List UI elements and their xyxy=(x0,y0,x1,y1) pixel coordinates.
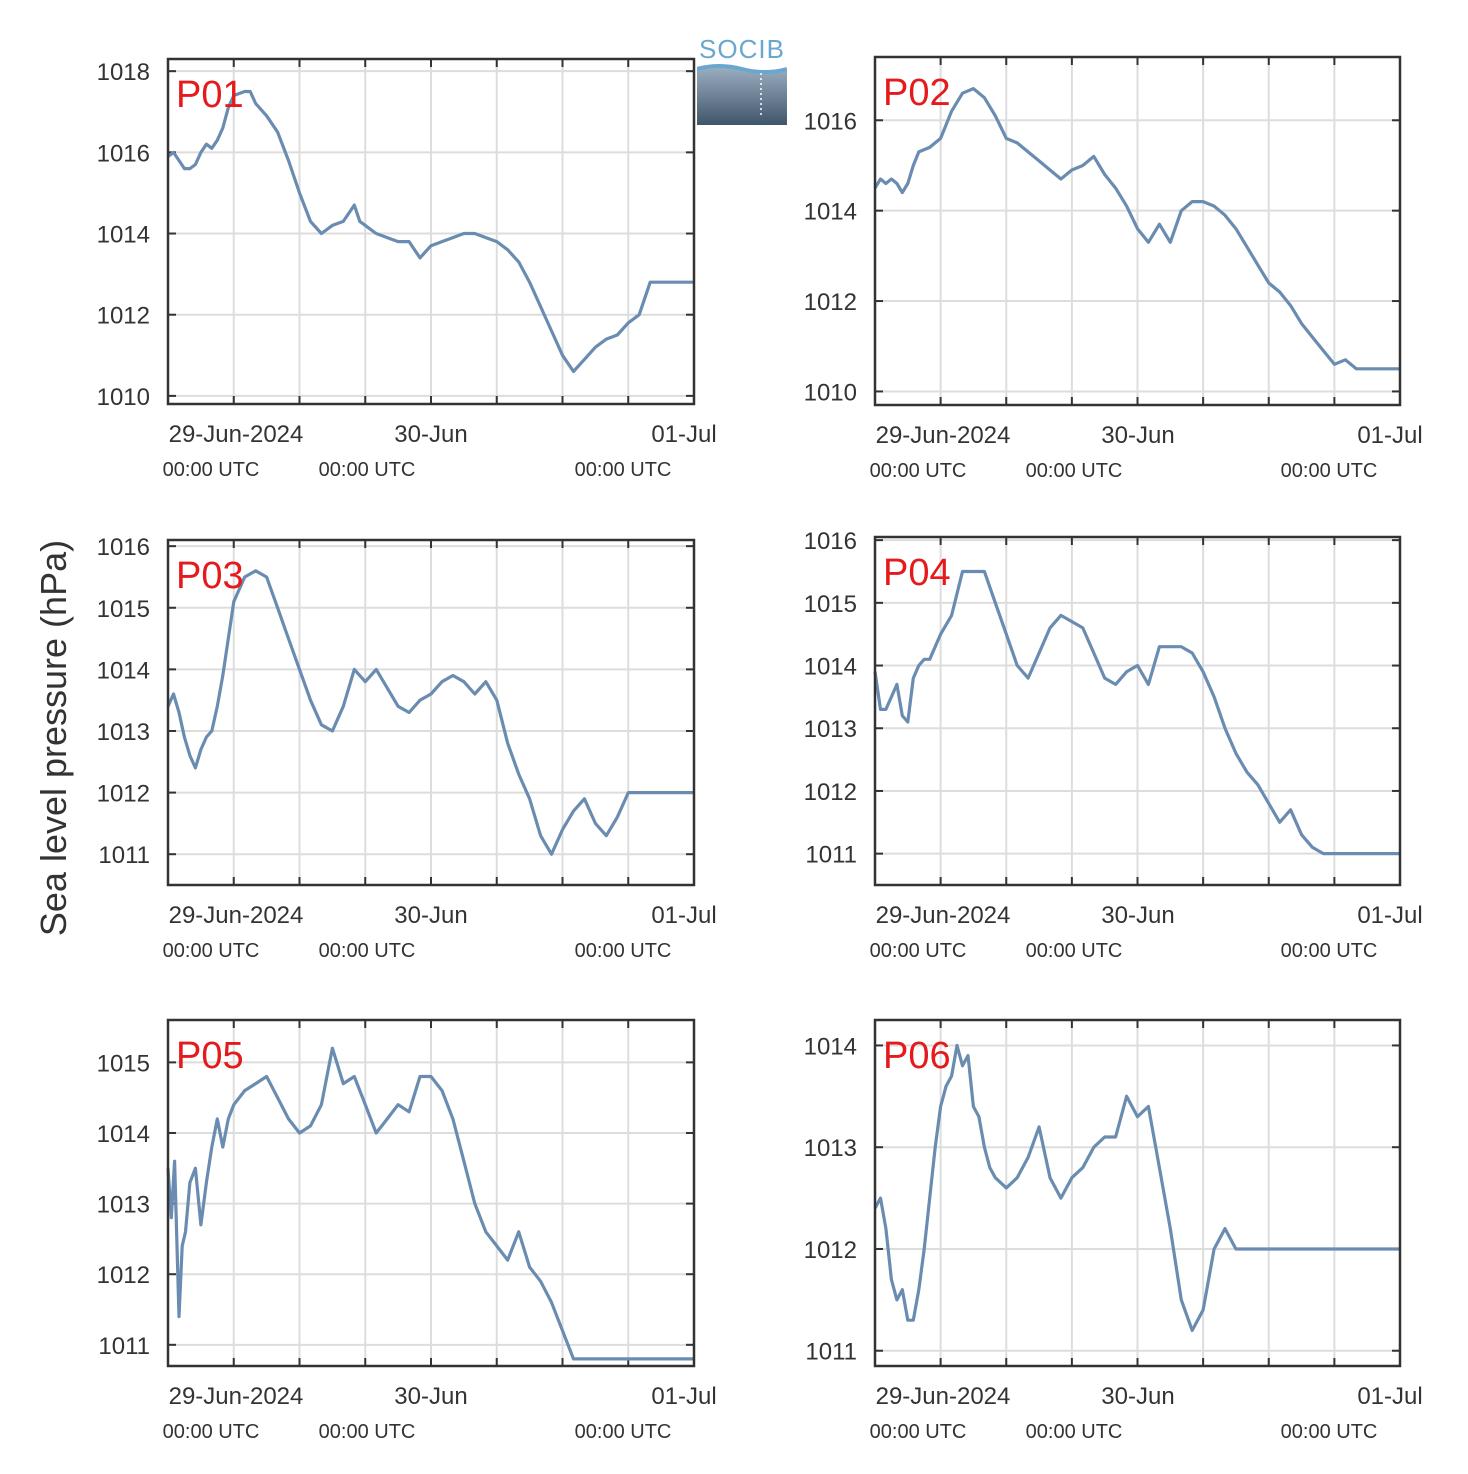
y-tick-label: 1014 xyxy=(804,199,857,226)
logo-wave-icon xyxy=(696,64,788,125)
x-tick-label: 01-Jul xyxy=(1357,1383,1422,1410)
x-tick-label: 29-Jun-2024 xyxy=(169,1383,304,1410)
y-tick-label: 1014 xyxy=(97,1121,150,1148)
logo-text: SOCIB xyxy=(699,34,785,64)
y-tick-label: 1013 xyxy=(97,719,150,746)
pressure-series-line xyxy=(873,569,1400,856)
x-tick-label: 01-Jul xyxy=(1357,902,1422,929)
axes-frame xyxy=(166,57,696,406)
panel-p03: 1011 1012 1013 1014 1015 1016 P03 29-Jun-2024 00… xyxy=(97,534,717,962)
x-tick-label: 29-Jun-2024 xyxy=(169,902,304,929)
axes-frame xyxy=(166,1018,696,1368)
pressure-series-line xyxy=(167,89,694,374)
y-tick-label: 1012 xyxy=(804,1237,857,1264)
x-tick-label: 30-Jun xyxy=(394,902,467,929)
y-tick-label: 1011 xyxy=(805,842,857,869)
panel-label: P04 xyxy=(883,552,951,594)
y-tick-label: 1012 xyxy=(97,781,150,808)
y-tick-label: 1016 xyxy=(804,528,857,555)
y-tick-label: 1014 xyxy=(804,654,857,681)
x-tick-label: 29-Jun-2024 xyxy=(876,902,1011,929)
y-tick-label: 1012 xyxy=(97,1262,150,1289)
y-tick-label: 1016 xyxy=(804,108,857,135)
pressure-series-line xyxy=(873,1043,1400,1332)
y-tick-label: 1013 xyxy=(804,716,857,743)
y-tick-label: 1011 xyxy=(98,842,150,869)
panel-label: P02 xyxy=(883,72,951,114)
x-tick-sublabel: 00:00 UTC xyxy=(870,460,967,482)
socib-logo: SOCIB xyxy=(696,34,788,130)
x-tick-label: 30-Jun xyxy=(1101,422,1174,449)
x-tick-label: 01-Jul xyxy=(1357,422,1422,449)
x-tick-label: 30-Jun xyxy=(394,1383,467,1410)
x-tick-sublabel: 00:00 UTC xyxy=(1281,460,1378,482)
x-tick-label: 29-Jun-2024 xyxy=(876,422,1011,449)
x-tick-label: 30-Jun xyxy=(1101,902,1174,929)
pressure-series-line xyxy=(166,569,694,856)
x-tick-sublabel: 00:00 UTC xyxy=(1281,1421,1378,1443)
x-tick-label: 29-Jun-2024 xyxy=(876,1383,1011,1410)
x-tick-sublabel: 00:00 UTC xyxy=(575,940,672,962)
x-tick-label: 01-Jul xyxy=(651,421,716,448)
y-tick-label: 1015 xyxy=(97,1050,150,1077)
y-tick-label: 1016 xyxy=(97,140,150,167)
y-tick-label: 1011 xyxy=(98,1333,150,1360)
panel-label: P03 xyxy=(176,555,244,597)
x-tick-sublabel: 00:00 UTC xyxy=(1281,940,1378,962)
x-tick-sublabel: 00:00 UTC xyxy=(870,1421,967,1443)
y-tick-label: 1013 xyxy=(97,1192,150,1219)
x-tick-sublabel: 00:00 UTC xyxy=(319,1421,416,1443)
x-tick-sublabel: 00:00 UTC xyxy=(575,459,672,481)
x-tick-label: 30-Jun xyxy=(394,421,467,448)
y-tick-label: 1012 xyxy=(804,289,857,316)
y-tick-label: 1012 xyxy=(804,779,857,806)
panel-label: P06 xyxy=(883,1035,951,1077)
y-tick-label: 1011 xyxy=(805,1339,857,1366)
x-tick-sublabel: 00:00 UTC xyxy=(163,1421,260,1443)
x-tick-label: 01-Jul xyxy=(651,902,716,929)
panel-p02: 1010 1012 1014 1016 P02 29-Jun-2024 00:00 UTC 3… xyxy=(804,55,1423,482)
panel-p01: 1010 1012 1014 1016 1018 P01 29-Jun-2024 00:00 … xyxy=(97,57,717,481)
y-tick-label: 1016 xyxy=(97,534,150,561)
axes-frame xyxy=(873,535,1402,887)
x-tick-sublabel: 00:00 UTC xyxy=(163,459,260,481)
x-tick-label: 29-Jun-2024 xyxy=(169,421,304,448)
x-tick-sublabel: 00:00 UTC xyxy=(1026,940,1123,962)
y-tick-label: 1015 xyxy=(97,596,150,623)
pressure-series-line xyxy=(873,87,1400,371)
axes-frame xyxy=(873,55,1402,407)
y-tick-label: 1010 xyxy=(804,379,857,406)
y-tick-label: 1013 xyxy=(804,1135,857,1162)
y-tick-label: 1014 xyxy=(97,657,150,684)
panel-p05: 1011 1012 1013 1014 1015 P05 29-Jun-2024 00:00 … xyxy=(97,1018,717,1443)
x-tick-sublabel: 00:00 UTC xyxy=(319,459,416,481)
axes-frame xyxy=(873,1018,1402,1368)
x-tick-sublabel: 00:00 UTC xyxy=(163,940,260,962)
x-tick-sublabel: 00:00 UTC xyxy=(1026,1421,1123,1443)
panel-p06: 1011 1012 1013 1014 P06 29-Jun-2024 00:00 UTC 3… xyxy=(804,1018,1423,1443)
y-tick-label: 1015 xyxy=(804,591,857,618)
x-tick-sublabel: 00:00 UTC xyxy=(319,940,416,962)
y-tick-label: 1010 xyxy=(97,384,150,411)
y-tick-label: 1014 xyxy=(804,1033,857,1060)
pressure-series-line xyxy=(166,1046,694,1361)
y-axis-label: Sea level pressure (hPa) xyxy=(33,539,74,937)
axes-frame xyxy=(166,538,696,887)
y-tick-label: 1014 xyxy=(97,222,150,249)
x-tick-sublabel: 00:00 UTC xyxy=(1026,460,1123,482)
y-tick-label: 1018 xyxy=(97,59,150,86)
panel-p04: 1011 1012 1013 1014 1015 1016 P04 29-Jun-2024 00… xyxy=(804,528,1423,962)
panel-label: P05 xyxy=(176,1035,244,1077)
x-tick-sublabel: 00:00 UTC xyxy=(575,1421,672,1443)
x-tick-sublabel: 00:00 UTC xyxy=(870,940,967,962)
x-tick-label: 01-Jul xyxy=(651,1383,716,1410)
x-tick-label: 30-Jun xyxy=(1101,1383,1174,1410)
y-tick-label: 1012 xyxy=(97,303,150,330)
panel-label: P01 xyxy=(176,74,244,116)
